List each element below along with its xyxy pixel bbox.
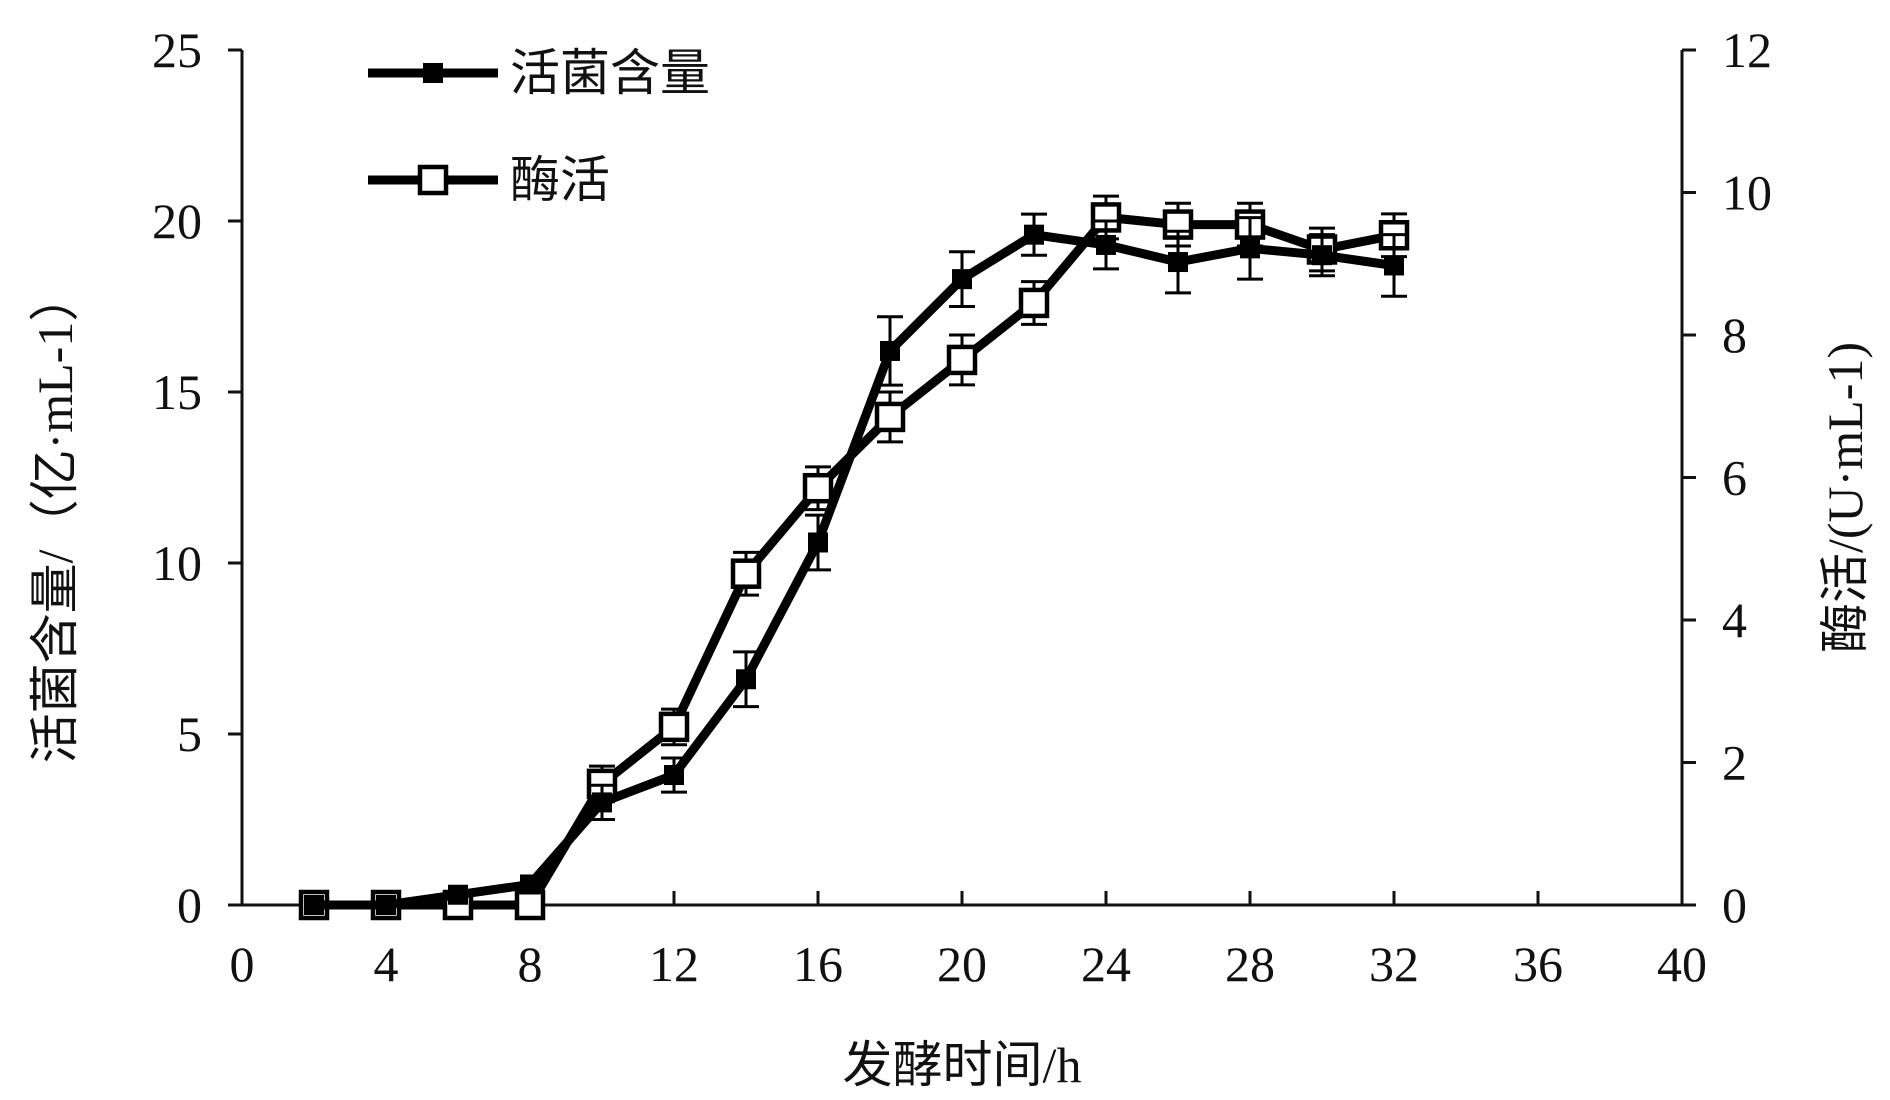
y-right-tick-label: 2 [1722,735,1747,791]
data-point [802,472,834,504]
x-tick-label: 24 [1081,936,1131,992]
y-left-tick-label: 5 [177,706,202,762]
x-tick-label: 12 [649,936,699,992]
data-point [880,340,900,361]
data-point [1384,255,1404,276]
y-left-tick-label: 0 [177,877,202,933]
series-enzyme-activity [298,194,1410,921]
data-point [946,344,978,376]
y-left-tick-label: 25 [152,22,202,78]
y-left-tick-label: 15 [152,364,202,420]
data-point [448,884,468,905]
x-tick-label: 4 [374,936,399,992]
data-point [1096,234,1116,255]
y-left-tick-label: 20 [152,193,202,249]
data-point [664,765,684,786]
data-point [1168,252,1188,273]
data-point [730,558,762,589]
data-point [658,711,690,743]
axes: 0 4 8 12 16 20 24 28 32 36 400510152025024681012发酵… [27,22,1873,1093]
series-viable-count [304,212,1407,915]
data-point [736,669,756,690]
legend-marker [417,164,449,196]
y-left-tick-label: 10 [152,535,202,591]
data-point [1240,238,1260,259]
y-right-tick-label: 8 [1722,307,1747,363]
y-axis-left-title: 活菌含量/（亿·mL-1） [27,272,83,764]
x-axis-title: 发酵时间/h [843,1037,1082,1093]
data-point [1018,287,1050,319]
legend-item: 酶活 [368,152,610,208]
x-tick-label: 0 [230,936,255,992]
data-point [520,874,540,895]
series-line [314,212,1395,910]
legend-label: 活菌含量 [510,45,710,101]
y-right-tick-label: 4 [1722,592,1747,648]
data-point [952,269,972,290]
y-right-tick-label: 12 [1722,22,1772,78]
data-point [874,401,906,433]
legend-item: 活菌含量 [368,45,710,101]
data-point [376,895,396,915]
x-tick-label: 8 [518,936,543,992]
data-point [1024,224,1044,245]
y-right-tick-label: 10 [1722,165,1772,221]
series-layer [298,194,1410,921]
data-point [514,889,546,921]
legend-label: 酶活 [510,152,610,208]
data-point [304,895,324,915]
y-right-tick-label: 6 [1722,450,1747,506]
y-right-tick-label: 0 [1722,877,1747,933]
data-point [1312,245,1332,266]
series-line [314,230,1395,910]
x-tick-label: 16 [793,936,843,992]
x-tick-label: 32 [1369,936,1419,992]
y-axis-right-title: 酶活/(U·mL-1) [1817,342,1873,653]
x-tick-label: 36 [1513,936,1563,992]
x-tick-label: 40 [1657,936,1707,992]
data-point [808,532,828,553]
data-point [592,792,612,813]
x-tick-label: 20 [937,936,987,992]
x-tick-label: 28 [1225,936,1275,992]
legend-marker [423,63,443,83]
